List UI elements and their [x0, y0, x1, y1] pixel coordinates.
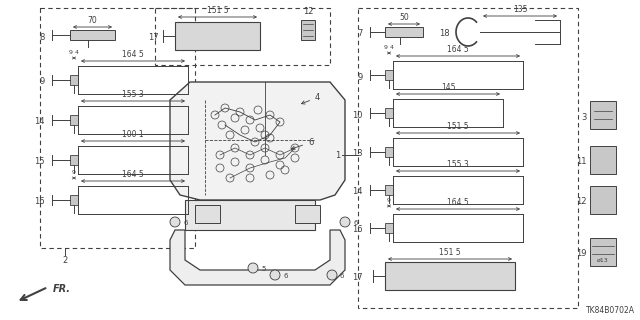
Text: 164 5: 164 5	[447, 198, 469, 207]
Text: 135: 135	[513, 5, 527, 14]
Text: 70: 70	[88, 16, 97, 25]
Bar	[70, 75, 78, 85]
Text: 164 5: 164 5	[122, 170, 144, 179]
Text: 151 5: 151 5	[447, 122, 469, 131]
Bar	[70, 30, 115, 40]
Bar	[385, 262, 515, 290]
Circle shape	[270, 270, 280, 280]
Bar	[590, 186, 616, 214]
Text: 13: 13	[353, 149, 363, 158]
Text: 9: 9	[387, 198, 391, 203]
Text: 6: 6	[183, 220, 188, 226]
Text: 50: 50	[399, 13, 409, 22]
Bar	[175, 22, 260, 50]
Polygon shape	[170, 230, 345, 285]
Bar	[70, 115, 78, 125]
Bar	[155, 8, 330, 65]
Text: 14: 14	[353, 188, 363, 196]
Bar	[301, 20, 315, 40]
Text: 6: 6	[340, 273, 344, 279]
Text: 6: 6	[353, 220, 358, 226]
Text: FR.: FR.	[53, 284, 71, 294]
Bar	[358, 8, 578, 308]
Bar	[385, 27, 423, 37]
Text: 151 5: 151 5	[439, 248, 461, 257]
Bar	[295, 205, 320, 223]
Bar	[590, 101, 616, 129]
Text: 17: 17	[353, 274, 363, 283]
Text: 3: 3	[582, 113, 587, 122]
Text: 1: 1	[335, 150, 340, 159]
Text: 16: 16	[353, 226, 363, 235]
Bar	[385, 185, 393, 195]
Polygon shape	[170, 82, 345, 200]
Bar	[185, 200, 315, 230]
Text: 5: 5	[261, 266, 266, 272]
Text: 9: 9	[40, 77, 45, 86]
Text: 15: 15	[35, 157, 45, 166]
Text: 12: 12	[303, 7, 313, 16]
Text: 9 4: 9 4	[384, 45, 394, 50]
Text: 145: 145	[441, 83, 455, 92]
Text: 18: 18	[440, 29, 450, 38]
Bar	[385, 223, 393, 233]
Text: 2: 2	[62, 256, 68, 265]
Text: 14: 14	[35, 117, 45, 126]
Bar	[385, 70, 393, 80]
Text: 7: 7	[358, 29, 363, 38]
Text: 100 1: 100 1	[122, 130, 144, 139]
Text: 8: 8	[40, 33, 45, 42]
Text: 9: 9	[358, 73, 363, 82]
Text: 12: 12	[577, 197, 587, 206]
Text: 151 5: 151 5	[207, 6, 228, 15]
Circle shape	[340, 217, 350, 227]
Text: 155 3: 155 3	[447, 160, 469, 169]
Text: 6: 6	[292, 138, 314, 149]
Text: ø13: ø13	[597, 258, 609, 262]
Text: 19: 19	[577, 250, 587, 259]
Text: 155 3: 155 3	[122, 90, 144, 99]
Text: 4: 4	[301, 93, 320, 104]
Bar	[70, 155, 78, 165]
Text: 6: 6	[283, 273, 287, 279]
Text: 9: 9	[72, 170, 76, 175]
Text: 10: 10	[353, 110, 363, 119]
Bar	[385, 108, 393, 118]
Text: 16: 16	[35, 197, 45, 206]
Bar	[40, 8, 195, 248]
Text: 9 4: 9 4	[69, 50, 79, 55]
Bar	[590, 146, 616, 174]
Text: TK84B0702A: TK84B0702A	[586, 306, 635, 315]
Circle shape	[327, 270, 337, 280]
Bar	[195, 205, 220, 223]
Bar	[385, 147, 393, 157]
Text: 164 5: 164 5	[447, 45, 469, 54]
Text: 164 5: 164 5	[122, 50, 144, 59]
Circle shape	[248, 263, 258, 273]
Bar	[70, 195, 78, 205]
Circle shape	[170, 217, 180, 227]
Text: 17: 17	[148, 34, 159, 43]
Bar	[590, 238, 616, 266]
Text: 11: 11	[577, 157, 587, 166]
